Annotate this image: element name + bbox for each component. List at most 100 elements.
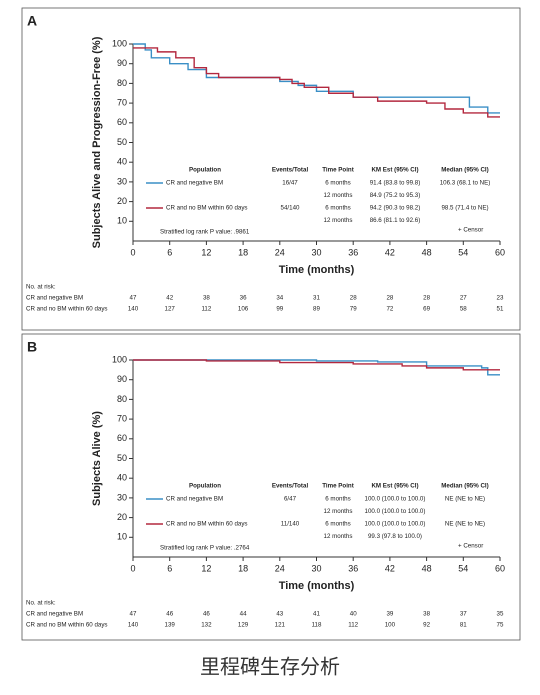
x-tick-label: 30 — [311, 563, 321, 573]
risk-count: 28 — [386, 295, 393, 302]
table-header: Events/Total — [272, 167, 309, 174]
survival-curve — [133, 47, 500, 118]
x-tick-label: 30 — [311, 247, 321, 257]
table-header: Median (95% CI) — [441, 167, 488, 174]
survival-curve — [133, 359, 500, 376]
y-tick-label: 80 — [117, 394, 127, 404]
x-tick-label: 60 — [495, 247, 505, 257]
risk-count: 43 — [276, 611, 283, 618]
risk-count: 31 — [313, 295, 320, 302]
risk-count: 36 — [240, 295, 247, 302]
legend-entry: CR and no BM within 60 days — [166, 521, 248, 528]
x-tick-label: 48 — [422, 563, 432, 573]
y-tick-label: 60 — [117, 117, 127, 127]
table-cell: 6 months — [325, 496, 350, 503]
legend-entry: CR and no BM within 60 days — [166, 205, 248, 212]
note: Stratified log rank P value: .2764 — [160, 545, 250, 552]
risk-count: 89 — [313, 306, 320, 313]
censor-legend: + Censor — [458, 543, 483, 550]
table-header: KM Est (95% CI) — [371, 167, 418, 174]
risk-count: 112 — [348, 622, 358, 629]
legend-entry: CR and negative BM — [166, 496, 223, 503]
y-tick-label: 100 — [112, 354, 127, 364]
risk-count: 47 — [130, 295, 137, 302]
table-cell: 12 months — [324, 533, 353, 540]
caption: 里程碑生存分析 — [200, 655, 340, 678]
risk-count: 58 — [460, 306, 467, 313]
table-cell: 54/140 — [281, 205, 300, 212]
panel-label: B — [27, 339, 37, 355]
table-cell: 6 months — [325, 521, 350, 528]
y-tick-label: 90 — [117, 374, 127, 384]
y-tick-label: 100 — [112, 38, 127, 48]
y-tick-label: 30 — [117, 492, 127, 502]
risk-row-name: CR and negative BM — [26, 295, 83, 302]
y-tick-label: 50 — [117, 137, 127, 147]
risk-title: No. at risk: — [26, 600, 56, 607]
table-header: Population — [189, 167, 221, 174]
x-tick-label: 12 — [201, 563, 211, 573]
panel-frame — [21, 7, 521, 331]
risk-count: 118 — [312, 622, 322, 629]
risk-count: 79 — [350, 306, 357, 313]
risk-row-name: CR and negative BM — [26, 611, 83, 618]
risk-count: 75 — [497, 622, 504, 629]
y-tick-label: 40 — [117, 473, 127, 483]
risk-count: 121 — [275, 622, 286, 629]
table-cell: 6 months — [325, 180, 350, 187]
panel-frame — [21, 333, 521, 641]
table-cell: 11/140 — [281, 521, 300, 528]
risk-count: 35 — [497, 611, 504, 618]
table-header: KM Est (95% CI) — [371, 483, 418, 490]
risk-count: 41 — [313, 611, 320, 618]
table-header: Population — [189, 483, 221, 490]
risk-count: 92 — [423, 622, 430, 629]
x-tick-label: 18 — [238, 563, 248, 573]
risk-count: 46 — [203, 611, 210, 618]
risk-count: 34 — [276, 295, 283, 302]
risk-count: 47 — [130, 611, 137, 618]
risk-row-name: CR and no BM within 60 days — [26, 622, 108, 629]
x-tick-label: 42 — [385, 563, 395, 573]
x-tick-label: 54 — [458, 563, 468, 573]
x-tick-label: 24 — [275, 247, 285, 257]
y-tick-label: 80 — [117, 78, 127, 88]
table-cell: 16/47 — [282, 180, 298, 187]
y-tick-label: 60 — [117, 433, 127, 443]
table-cell: 84.9 (75.2 to 95.3) — [370, 192, 421, 199]
note: Stratified log rank P value: .9861 — [160, 229, 250, 236]
table-cell: 12 months — [324, 192, 353, 199]
y-tick-label: 90 — [117, 58, 127, 68]
table-cell: 6/47 — [284, 496, 297, 503]
y-tick-label: 50 — [117, 453, 127, 463]
risk-count: 27 — [460, 295, 467, 302]
table-cell: 100.0 (100.0 to 100.0) — [365, 521, 426, 528]
risk-count: 132 — [201, 622, 212, 629]
y-tick-label: 70 — [117, 97, 127, 107]
table-cell: NE (NE to NE) — [445, 521, 485, 528]
y-tick-label: 20 — [117, 196, 127, 206]
survival-curve — [133, 359, 500, 371]
table-header: Time Point — [322, 483, 354, 490]
x-axis-label: Time (months) — [279, 264, 355, 276]
y-tick-label: 30 — [117, 176, 127, 186]
risk-count: 39 — [386, 611, 393, 618]
legend-entry: CR and negative BM — [166, 180, 223, 187]
y-tick-label: 10 — [117, 216, 127, 226]
table-cell: 6 months — [325, 205, 350, 212]
risk-count: 140 — [128, 622, 139, 629]
risk-count: 99 — [276, 306, 283, 313]
risk-count: 129 — [238, 622, 249, 629]
risk-count: 81 — [460, 622, 467, 629]
x-axis-label: Time (months) — [279, 580, 355, 592]
risk-count: 40 — [350, 611, 357, 618]
table-cell: 12 months — [324, 217, 353, 224]
table-cell: 100.0 (100.0 to 100.0) — [365, 508, 426, 515]
risk-count: 38 — [423, 611, 430, 618]
risk-count: 140 — [128, 306, 139, 313]
table-cell: 98.5 (71.4 to NE) — [441, 205, 488, 212]
risk-count: 100 — [385, 622, 396, 629]
x-tick-label: 54 — [458, 247, 468, 257]
risk-count: 28 — [423, 295, 430, 302]
table-cell: 12 months — [324, 508, 353, 515]
